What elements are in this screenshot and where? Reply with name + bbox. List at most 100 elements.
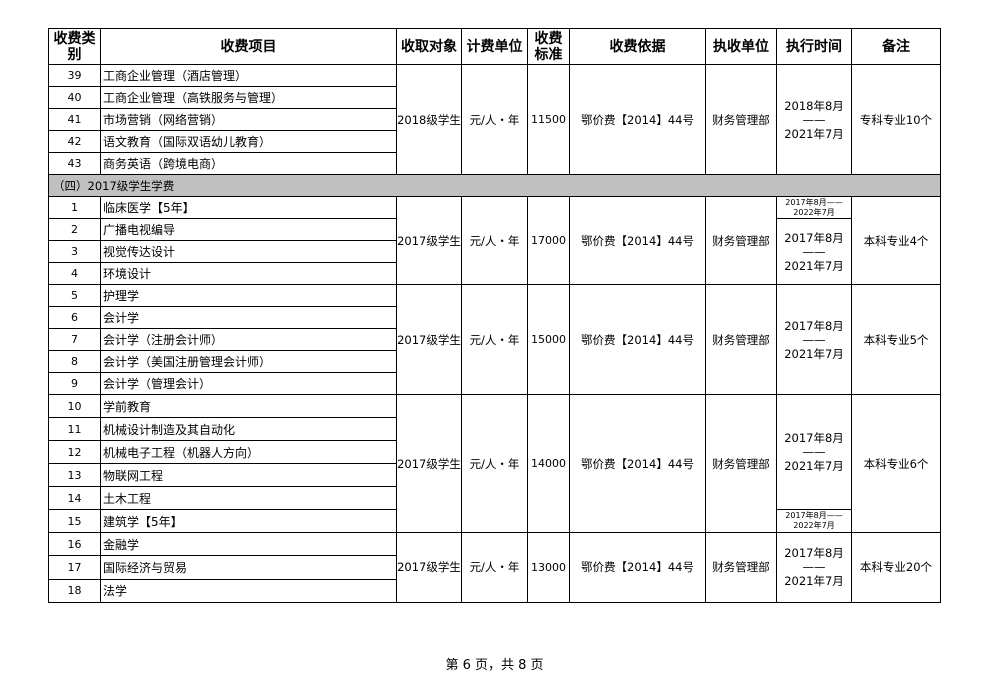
fee-cell: 17000 <box>527 196 570 285</box>
program-name: 建筑学【5年】 <box>100 509 397 533</box>
note-cell: 本科专业6个 <box>851 394 941 533</box>
header-dept: 执收单位 <box>705 28 777 65</box>
program-name: 机械电子工程（机器人方向） <box>100 440 397 464</box>
table-row: 1 临床医学【5年】 2017级学生 元/人・年 17000 鄂价费【2014】44号 财务… <box>48 196 941 285</box>
unit-cell: 元/人・年 <box>461 394 528 533</box>
table-row: 17 国际经济与贸易 <box>48 555 941 580</box>
header-item: 收费项目 <box>100 28 397 65</box>
table-row: 41 市场营销（网络营销） <box>48 108 941 131</box>
row-number: 5 <box>48 284 101 307</box>
program-name: 语文教育（国际双语幼儿教育） <box>100 130 397 153</box>
fee-cell: 11500 <box>527 64 570 175</box>
row-number: 17 <box>48 555 101 580</box>
target-cell: 2017级学生 <box>396 196 462 285</box>
basis-cell: 鄂价费【2014】44号 <box>569 64 706 175</box>
row-number: 3 <box>48 240 101 263</box>
row-number: 40 <box>48 86 101 109</box>
program-name: 商务英语（跨境电商） <box>100 152 397 175</box>
header-unit: 计费单位 <box>461 28 528 65</box>
target-cell: 2017级学生 <box>396 394 462 533</box>
basis-cell: 鄂价费【2014】44号 <box>569 394 706 533</box>
time-cell: 2017年8月 —— 2021年7月 <box>776 394 852 510</box>
unit-cell: 元/人・年 <box>461 284 528 395</box>
row-number: 14 <box>48 486 101 510</box>
dept-cell: 财务管理部 <box>705 394 777 533</box>
table-row: 42 语文教育（国际双语幼儿教育） <box>48 130 941 153</box>
header-row: 收费类别收费项目 收取对象 计费单位 收费 标准 收费依据 执收单位 执行时间 备注 <box>48 28 941 65</box>
program-name: 学前教育 <box>100 394 397 418</box>
table-row: 15 建筑学【5年】 2017年8月—— 2022年7月 <box>48 509 941 533</box>
time-cell-special: 2017年8月—— 2022年7月 <box>776 196 852 219</box>
row-number: 11 <box>48 417 101 441</box>
row-number: 9 <box>48 372 101 395</box>
table-row: 2 广播电视编导 2017年8月 —— 2021年7月 <box>48 218 941 285</box>
section-title: （四）2017级学生学费 <box>48 174 941 197</box>
row-number: 41 <box>48 108 101 131</box>
table-row: 39 工商企业管理（酒店管理） 2018级学生 元/人・年 11500 鄂价费【2014】… <box>48 64 941 175</box>
target-cell: 2017级学生 <box>396 284 462 395</box>
program-name: 环境设计 <box>100 262 397 285</box>
row-number: 2 <box>48 218 101 241</box>
program-name: 会计学（注册会计师） <box>100 328 397 351</box>
table-row: 13 物联网工程 <box>48 463 941 487</box>
row-number: 13 <box>48 463 101 487</box>
header-time: 执行时间 <box>776 28 852 65</box>
table-row: 3 视觉传达设计 <box>48 240 941 263</box>
row-number: 43 <box>48 152 101 175</box>
row-number: 6 <box>48 306 101 329</box>
note-cell: 专科专业10个 <box>851 64 941 175</box>
program-name: 会计学 <box>100 306 397 329</box>
basis-cell: 鄂价费【2014】44号 <box>569 196 706 285</box>
program-name: 市场营销（网络营销） <box>100 108 397 131</box>
unit-cell: 元/人・年 <box>461 196 528 285</box>
row-number: 16 <box>48 531 101 557</box>
program-name: 机械设计制造及其自动化 <box>100 417 397 441</box>
table-row: 16 金融学 2017级学生 元/人・年 13000 鄂价费【2014】44号 财务管理部 2… <box>48 531 941 603</box>
program-name: 会计学（美国注册管理会计师） <box>100 350 397 373</box>
page-footer: 第 6 页，共 8 页 <box>445 658 544 673</box>
table-row: 5 护理学 2017级学生 元/人・年 15000 鄂价费【2014】44号 财务管理部 20… <box>48 284 941 395</box>
program-name: 会计学（管理会计） <box>100 372 397 395</box>
row-number: 1 <box>48 196 101 219</box>
row-number: 39 <box>48 64 101 87</box>
unit-cell: 元/人・年 <box>461 64 528 175</box>
note-cell: 本科专业20个 <box>851 532 941 603</box>
header-note: 备注 <box>851 28 941 65</box>
dept-cell: 财务管理部 <box>705 196 777 285</box>
fee-cell: 15000 <box>527 284 570 395</box>
program-name: 金融学 <box>100 531 397 557</box>
note-cell: 本科专业5个 <box>851 284 941 395</box>
row-number: 15 <box>48 509 101 533</box>
dept-cell: 财务管理部 <box>705 64 777 175</box>
row-number: 10 <box>48 394 101 418</box>
program-name: 土木工程 <box>100 486 397 510</box>
table-row: 9 会计学（管理会计） <box>48 372 941 395</box>
program-name: 临床医学【5年】 <box>100 196 397 219</box>
program-name: 工商企业管理（酒店管理） <box>100 64 397 87</box>
table-row: 10 学前教育 2017级学生 元/人・年 14000 鄂价费【2014】44号 财务管理部… <box>48 394 941 533</box>
fee-table: 收费类别收费项目 收取对象 计费单位 收费 标准 收费依据 执收单位 执行时间 备注 39 工商企… <box>48 28 941 603</box>
program-name: 工商企业管理（高铁服务与管理） <box>100 86 397 109</box>
row-number: 12 <box>48 440 101 464</box>
table-row: 12 机械电子工程（机器人方向） <box>48 440 941 464</box>
row-number: 8 <box>48 350 101 373</box>
table-row: 14 土木工程 <box>48 486 941 510</box>
program-name: 物联网工程 <box>100 463 397 487</box>
time-cell-special: 2017年8月—— 2022年7月 <box>776 509 852 533</box>
time-cell: 2018年8月 —— 2021年7月 <box>776 64 852 175</box>
target-cell: 2018级学生 <box>396 64 462 175</box>
fee-cell: 13000 <box>527 532 570 603</box>
program-name: 广播电视编导 <box>100 218 397 241</box>
basis-cell: 鄂价费【2014】44号 <box>569 532 706 603</box>
row-number: 18 <box>48 578 101 603</box>
program-name: 法学 <box>100 578 397 603</box>
header-basis: 收费依据 <box>569 28 706 65</box>
row-number: 42 <box>48 130 101 153</box>
unit-cell: 元/人・年 <box>461 532 528 603</box>
row-number: 4 <box>48 262 101 285</box>
dept-cell: 财务管理部 <box>705 532 777 603</box>
header-fee: 收费 标准 <box>527 28 570 65</box>
dept-cell: 财务管理部 <box>705 284 777 395</box>
row-number: 7 <box>48 328 101 351</box>
target-cell: 2017级学生 <box>396 532 462 603</box>
